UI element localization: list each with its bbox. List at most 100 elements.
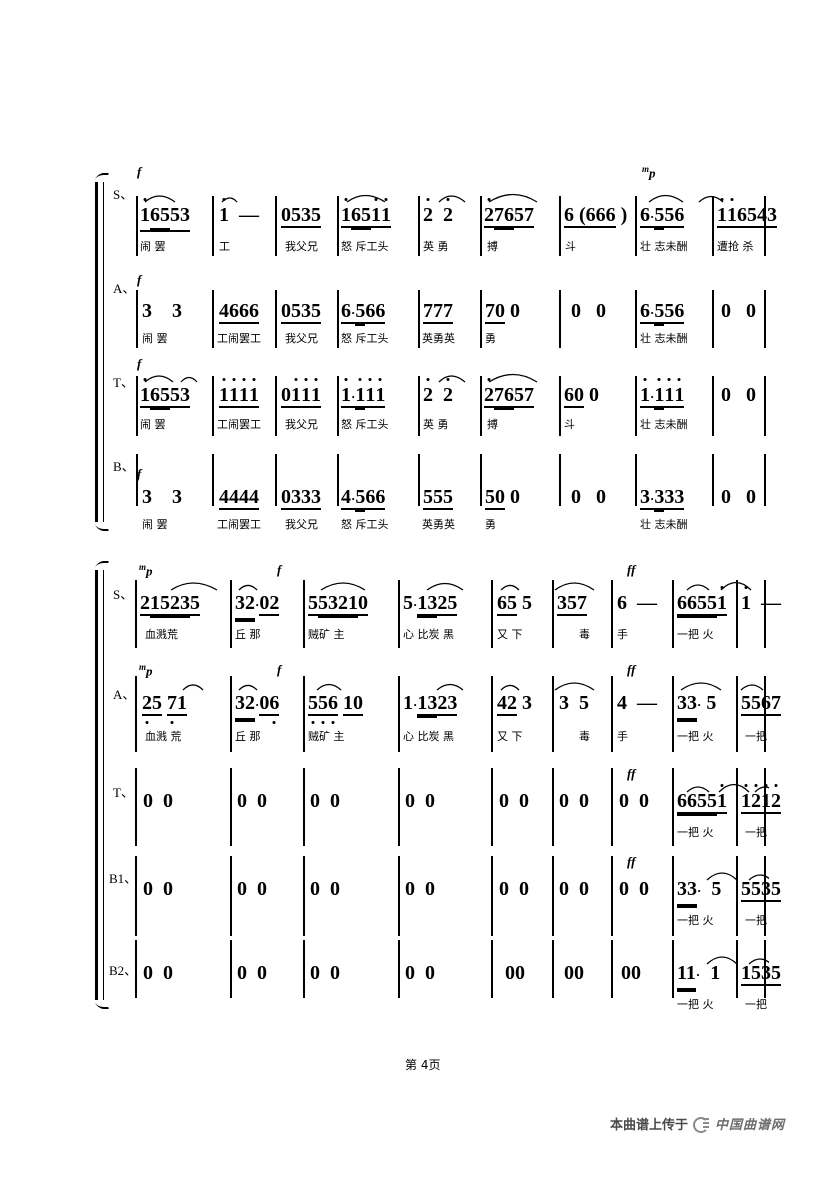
voice-label-bass-2: B2、 bbox=[109, 963, 138, 978]
measure-notes: 11· 1 bbox=[677, 962, 720, 990]
measure-lyrics: 工闹罢工 bbox=[217, 418, 261, 431]
measure-lyrics: 英勇英 bbox=[422, 518, 455, 531]
measure-notes: 70 0 bbox=[485, 300, 520, 324]
measure-lyrics: 闹 罢 bbox=[142, 518, 168, 531]
measure-lyrics: 英 勇 bbox=[423, 240, 449, 253]
barline bbox=[491, 856, 493, 936]
barline bbox=[398, 676, 400, 752]
dynamic-forte: f bbox=[137, 272, 142, 287]
barline bbox=[491, 676, 493, 752]
measure-notes: 66551 bbox=[677, 592, 727, 618]
measure-notes: 0 0 bbox=[237, 790, 267, 812]
measure-notes: 0 0 bbox=[619, 790, 649, 812]
barline bbox=[635, 376, 637, 436]
measure-lyrics: 怒 斥工头 bbox=[341, 240, 389, 253]
measure-notes: 6·566 bbox=[341, 300, 386, 326]
measure-notes: 33· 5 bbox=[677, 692, 716, 720]
credit-text: 本曲谱上传于 bbox=[610, 1118, 689, 1133]
measure-lyrics: 一把 bbox=[745, 998, 767, 1011]
barline bbox=[230, 676, 232, 752]
barline bbox=[764, 376, 766, 436]
system-2: S、 mp f ff bbox=[93, 562, 781, 1011]
barline bbox=[480, 196, 482, 256]
voice-alto: A、 f 3 3 闹 罢 4666 工闹罢工 0535 我父兄 6·566 bbox=[109, 272, 766, 362]
measure-notes: 1 — bbox=[219, 204, 259, 226]
measure-lyrics: 一把 bbox=[745, 730, 767, 743]
measure-lyrics: 一把 火 bbox=[677, 914, 714, 927]
measure-notes: 65 5 bbox=[497, 592, 532, 616]
barline bbox=[480, 376, 482, 436]
credit-brand: 中国曲谱网 bbox=[715, 1118, 786, 1133]
measure-lyrics: 一把 bbox=[745, 826, 767, 839]
barline bbox=[611, 580, 613, 648]
voice-alto-2: A、 mp f ff bbox=[109, 662, 781, 766]
measure-lyrics: 怒 斥工头 bbox=[341, 418, 389, 431]
barline bbox=[672, 768, 674, 846]
barline bbox=[303, 940, 305, 998]
measure-notes: 0111 bbox=[281, 384, 321, 408]
measure-lyrics: 闹 罢 bbox=[140, 240, 166, 253]
barline bbox=[635, 290, 637, 348]
barline bbox=[672, 580, 674, 648]
barline bbox=[136, 196, 138, 256]
measure-notes: 0 0 bbox=[571, 300, 606, 322]
barline bbox=[611, 768, 613, 846]
barline bbox=[611, 676, 613, 752]
barline bbox=[230, 580, 232, 648]
measure-lyrics: 斗 bbox=[564, 418, 575, 431]
barline bbox=[398, 940, 400, 998]
barline bbox=[303, 580, 305, 648]
barline bbox=[491, 768, 493, 846]
barline bbox=[136, 454, 138, 506]
measure-notes: 0 0 bbox=[499, 790, 529, 812]
barline bbox=[136, 376, 138, 436]
measure-notes: 357 bbox=[557, 592, 587, 616]
barline bbox=[480, 454, 482, 506]
measure-notes: 0 0 bbox=[721, 384, 756, 406]
dynamic-forte: f bbox=[277, 662, 282, 677]
barline bbox=[230, 940, 232, 998]
measure-lyrics: 血溅荒 bbox=[145, 628, 178, 641]
measure-lyrics: 怒 斥工头 bbox=[341, 332, 389, 345]
measure-lyrics: 毒 bbox=[579, 730, 590, 743]
measure-notes: 0 0 bbox=[559, 790, 589, 812]
slur-group bbox=[686, 783, 769, 793]
measure-notes: 0 0 bbox=[143, 790, 173, 812]
system-1: S、 f mp bbox=[93, 164, 777, 531]
barline bbox=[559, 290, 561, 348]
measure-lyrics: 壮 志未酬 bbox=[640, 418, 688, 431]
measure-notes: 0 0 bbox=[721, 486, 756, 508]
measure-lyrics: 贼矿 主 bbox=[308, 730, 345, 743]
upload-credit: 本曲谱上传于 中国曲谱网 bbox=[610, 1114, 785, 1133]
barline bbox=[136, 290, 138, 348]
barline bbox=[552, 676, 554, 752]
measure-lyrics: 闹 罢 bbox=[140, 418, 166, 431]
dynamic-mezzo-piano: mp bbox=[642, 164, 656, 181]
measure-notes: 66551 bbox=[677, 790, 727, 816]
measure-notes: 4444 bbox=[219, 486, 259, 510]
measure-notes: 0 0 bbox=[143, 962, 173, 984]
measure-lyrics: 一把 火 bbox=[677, 730, 714, 743]
measure-lyrics: 闹 罢 bbox=[142, 332, 168, 345]
measure-notes: 0 0 bbox=[310, 878, 340, 900]
voice-label-soprano: S、 bbox=[113, 187, 134, 202]
barline bbox=[672, 940, 674, 998]
measure-lyrics: 一把 火 bbox=[677, 628, 714, 641]
measure-lyrics: 工 bbox=[219, 240, 230, 253]
measure-lyrics: 贼矿 主 bbox=[308, 628, 345, 641]
measure-lyrics: 血溅 荒 bbox=[145, 730, 182, 743]
measure-lyrics: 英勇英 bbox=[422, 332, 455, 345]
dynamic-mezzo-piano: mp bbox=[139, 662, 153, 679]
measure-notes: 1212 bbox=[741, 790, 781, 814]
barline bbox=[398, 856, 400, 936]
measure-notes: 5567 bbox=[741, 692, 781, 716]
voice-bass-2: B2、 0 0 0 0 0 0 0 0 00 00 00 11· bbox=[109, 940, 781, 1028]
barline bbox=[135, 940, 137, 998]
slur-group bbox=[706, 872, 769, 881]
page-number: 第 4页 bbox=[405, 1058, 441, 1072]
dynamic-forte: f bbox=[277, 562, 282, 577]
measure-lyrics: 手 bbox=[617, 628, 628, 641]
measure-notes: 0 0 bbox=[619, 878, 649, 900]
measure-notes: 27657 bbox=[484, 384, 534, 410]
measure-lyrics: 工闹罢工 bbox=[217, 332, 261, 345]
